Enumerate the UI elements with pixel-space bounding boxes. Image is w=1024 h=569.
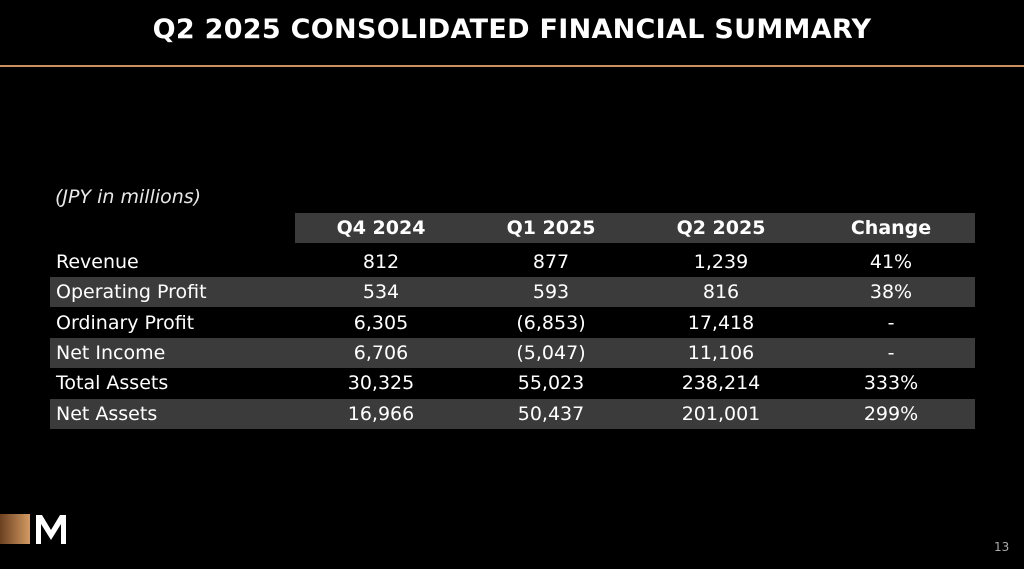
unit-note: (JPY in millions) [55,186,202,208]
table-row: Ordinary Profit 6,305 (6,853) 17,418 - [50,308,975,338]
table-cell: 16,966 [347,402,415,425]
table-cell: 201,001 [681,402,761,425]
table-cell: 30,325 [347,372,415,395]
table-row: Operating Profit 534 593 816 38% [50,277,975,308]
table-cell: 812 [362,251,400,273]
table-cell: 534 [362,281,400,304]
row-label: Revenue [56,251,139,273]
column-header: Change [850,217,932,239]
table-row: Net Assets 16,966 50,437 201,001 299% [50,398,975,429]
column-header: Q4 2024 [336,217,426,239]
table-cell: 6,706 [353,341,409,364]
row-label: Total Assets [56,372,169,395]
row-label: Net Assets [56,402,158,425]
table-cell: 38% [869,281,913,304]
column-header: Q1 2025 [506,217,596,239]
table-row: Total Assets 30,325 55,023 238,214 333% [50,368,975,398]
table-cell: 299% [863,402,919,425]
table-cell: - [887,341,895,364]
table-cell: 41% [869,251,913,273]
table-row: Revenue 812 877 1,239 41% [50,247,975,277]
table-cell: (6,853) [516,311,586,334]
table-cell: 6,305 [353,311,409,334]
table-cell: 11,106 [687,341,755,364]
table-cell: 593 [532,281,570,304]
table-cell: 877 [532,251,570,273]
table-cell: 50,437 [517,402,585,425]
table-cell: 1,239 [693,251,749,273]
table-cell: 17,418 [687,311,755,334]
title-rule [0,65,1024,67]
table-row: Net Income 6,706 (5,047) 11,106 - [50,337,975,368]
table-cell: - [887,311,895,334]
row-label: Net Income [56,341,166,364]
logo [0,514,66,544]
column-header: Q2 2025 [676,217,766,239]
table-cell: 816 [702,281,740,304]
header-row: Q4 2024 Q1 2025 Q2 2025 Change [295,213,975,243]
slide-title: Q2 2025 CONSOLIDATED FINANCIAL SUMMARY [152,14,872,45]
row-label: Ordinary Profit [56,311,195,334]
table-cell: 238,214 [681,372,761,395]
row-label: Operating Profit [56,281,207,304]
table-cell: (5,047) [516,341,586,364]
page-number: 13 [994,540,1010,554]
table-cell: 333% [863,372,919,395]
table-cell: 55,023 [517,372,585,395]
